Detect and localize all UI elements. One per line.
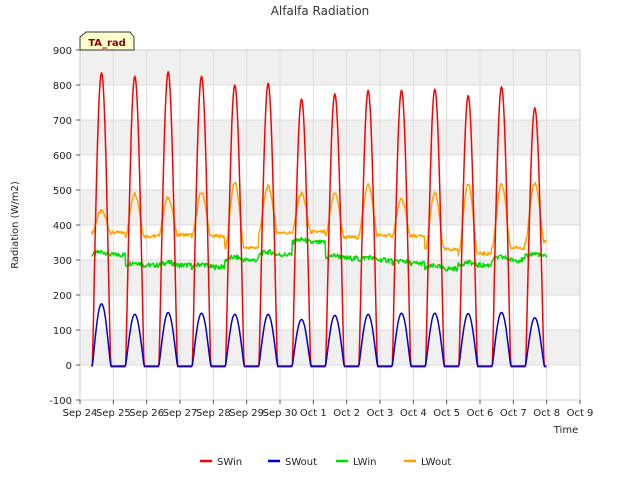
legend-label-lwout: LWout <box>421 457 451 468</box>
y-tick-label: 100 <box>53 326 72 337</box>
series-line-lwin <box>91 236 548 272</box>
x-tick-label: Sep 27 <box>163 408 198 419</box>
y-tick-label: 500 <box>53 186 72 197</box>
y-tick-label: 600 <box>53 151 72 162</box>
x-tick-label: Sep 28 <box>196 408 231 419</box>
y-tick-label: 300 <box>53 256 72 267</box>
y-tick-label: 900 <box>53 46 72 57</box>
y-tick-label: -100 <box>49 396 72 407</box>
badge-label: TA_rad <box>88 38 126 49</box>
x-tick-label: Sep 26 <box>129 408 164 419</box>
background-band <box>80 260 580 295</box>
x-tick-label: Oct 3 <box>367 408 394 419</box>
legend-label-lwin: LWin <box>353 457 376 468</box>
y-axis-ticks: -100 0 100 200 300 400 500 600 700 800 900 <box>49 46 80 407</box>
legend: SWin SWout LWin LWout <box>200 457 451 468</box>
x-tick-label: Oct 4 <box>400 408 427 419</box>
series-layer <box>90 71 548 368</box>
badge-shape <box>79 31 135 51</box>
x-tick-label: Sep 24 <box>63 408 98 419</box>
x-tick-label: Sep 25 <box>96 408 131 419</box>
y-tick-label: 0 <box>66 361 72 372</box>
x-tick-label: Oct 6 <box>467 408 494 419</box>
y-tick-label: 800 <box>53 81 72 92</box>
x-tick-label: Oct 1 <box>300 408 327 419</box>
x-tick-label: Sep 30 <box>263 408 298 419</box>
x-tick-label: Oct 2 <box>333 408 360 419</box>
y-axis-title: Radiation (W/m2) <box>10 181 21 269</box>
y-tick-label: 700 <box>53 116 72 127</box>
x-tick-label: Oct 7 <box>500 408 527 419</box>
x-tick-label: Oct 5 <box>433 408 460 419</box>
series-line-lwout <box>90 181 548 257</box>
x-tick-label: Oct 9 <box>567 408 594 419</box>
x-axis-title: Time <box>553 425 578 436</box>
background-band <box>80 50 580 85</box>
legend-label-swin: SWin <box>217 457 242 468</box>
x-tick-label: Oct 8 <box>533 408 560 419</box>
legend-label-swout: SWout <box>285 457 317 468</box>
chart-title: Alfalfa Radiation <box>271 4 370 18</box>
y-tick-label: 400 <box>53 221 72 232</box>
series-line-swout <box>91 303 547 367</box>
y-tick-label: 200 <box>53 291 72 302</box>
x-tick-label: Sep 29 <box>229 408 264 419</box>
badge: TA_rad <box>79 31 135 51</box>
